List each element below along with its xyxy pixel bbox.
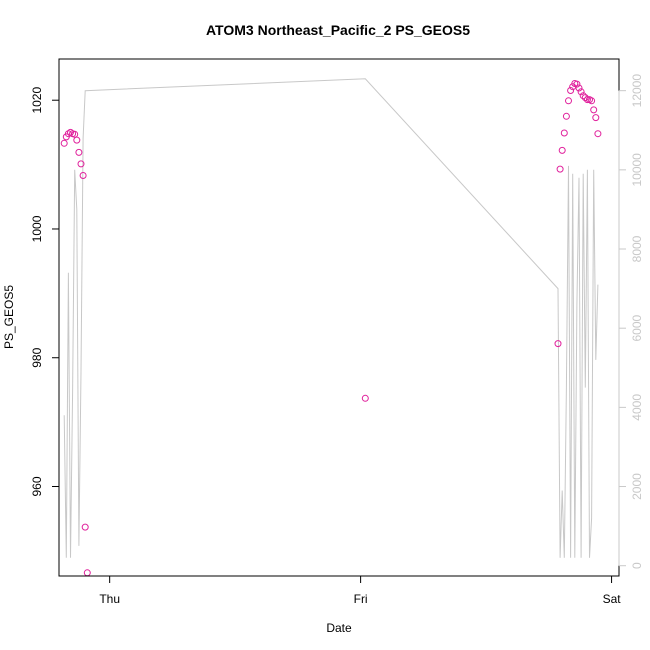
y-axis-label: PS_GEOS5 [2,285,16,349]
data-point [554,340,562,348]
right-tick-label: 12000 [630,74,644,108]
right-tick-label: 0 [630,562,644,569]
data-point [79,172,87,179]
data-point [558,146,566,154]
x-tick-label: Thu [99,592,120,606]
point-series [60,80,602,577]
x-tick-label: Fri [354,592,368,606]
data-point [560,129,568,137]
left-y-axis: 960 980 1000 1020 [30,87,60,497]
right-tick-label: 10000 [630,153,644,187]
data-point [592,114,600,122]
data-point [75,148,83,156]
right-tick-label: 2000 [630,473,644,500]
data-point [60,139,68,147]
data-point [594,130,602,138]
data-point [588,97,596,105]
data-point [361,394,369,402]
left-tick-label: 1000 [30,215,44,242]
right-tick-label: 6000 [630,315,644,342]
data-point [581,94,589,102]
data-point [575,84,583,92]
right-tick-label: 8000 [630,235,644,262]
chart-title: ATOM3 Northeast_Pacific_2 PS_GEOS5 [206,22,470,38]
data-point [565,97,572,105]
data-point [556,165,564,173]
line-series [63,78,599,558]
data-point [77,160,85,168]
series-line [63,78,599,558]
data-point [567,87,575,94]
data-point [579,92,587,100]
x-tick-label: Sat [603,592,622,606]
x-axis-label: Date [326,621,352,635]
data-point [590,106,598,114]
left-tick-label: 960 [30,476,44,496]
data-point [573,80,581,88]
right-y-axis: 0 2000 4000 6000 8000 10000 12000 [618,74,644,569]
right-tick-label: 4000 [630,394,644,421]
data-point [583,96,591,104]
left-tick-label: 1020 [30,87,44,114]
x-axis: Thu Fri Sat [99,575,622,606]
left-tick-label: 980 [30,347,44,367]
data-point [81,523,89,531]
data-point [73,136,81,144]
data-point [577,88,585,96]
data-point [562,112,570,120]
data-point [71,130,79,138]
